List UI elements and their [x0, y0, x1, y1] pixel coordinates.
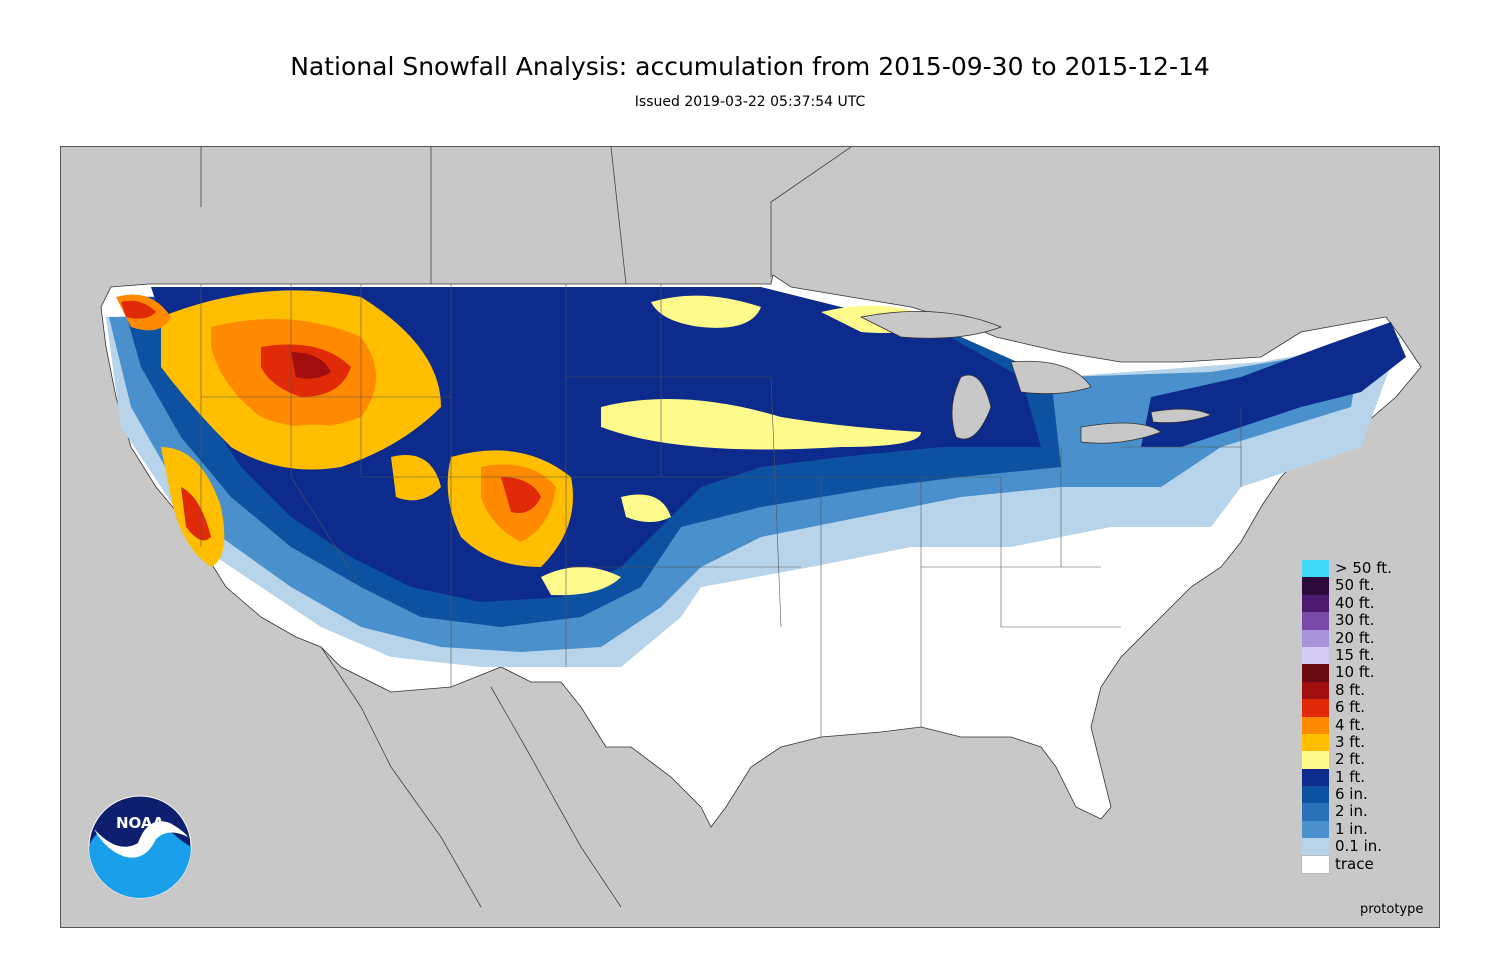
canada-border-lines	[200, 147, 852, 285]
legend-label: 2 in.	[1335, 802, 1368, 821]
legend-swatch	[1302, 751, 1329, 769]
legend-item: 4 ft.	[1302, 715, 1432, 734]
legend-item: 40 ft.	[1302, 593, 1432, 613]
legend-label: 6 ft.	[1335, 698, 1365, 717]
great-lakes	[859, 310, 1213, 444]
legend-label: 3 ft.	[1335, 732, 1365, 751]
legend-label: 8 ft.	[1335, 680, 1365, 699]
legend-swatch	[1302, 699, 1329, 717]
legend-item: 8 ft.	[1302, 680, 1432, 700]
mexico-border-lines	[320, 646, 622, 908]
legend-label: 4 ft.	[1335, 715, 1365, 734]
legend-item: 3 ft.	[1302, 732, 1432, 752]
legend-swatch	[1302, 838, 1329, 856]
legend-item: 2 in.	[1302, 802, 1432, 821]
legend-swatch	[1302, 820, 1329, 839]
legend-item: 6 ft.	[1302, 698, 1432, 717]
legend-item: 50 ft.	[1302, 576, 1432, 595]
legend-item: > 50 ft.	[1302, 559, 1432, 578]
legend-swatch	[1302, 629, 1329, 647]
legend-label: 2 ft.	[1335, 750, 1365, 769]
legend-swatch	[1302, 560, 1329, 578]
legend-item: 30 ft.	[1302, 611, 1432, 630]
snowfall-map[interactable]	[60, 146, 1440, 928]
legend-swatch	[1302, 612, 1329, 630]
legend-swatch	[1302, 646, 1329, 665]
legend-label: 30 ft.	[1335, 611, 1375, 630]
page-title: National Snowfall Analysis: accumulation…	[290, 52, 1210, 81]
legend-item: 20 ft.	[1302, 628, 1432, 647]
legend-label: 40 ft.	[1335, 593, 1375, 612]
legend-label: 50 ft.	[1335, 576, 1375, 595]
legend-swatch	[1302, 577, 1329, 595]
legend-swatch	[1302, 768, 1329, 787]
state-boundaries	[200, 284, 1242, 737]
legend-label: > 50 ft.	[1335, 559, 1392, 577]
legend-label: 6 in.	[1335, 785, 1368, 804]
legend-swatch	[1302, 594, 1329, 613]
legend-item: 2 ft.	[1302, 750, 1432, 769]
legend-item: 1 ft.	[1302, 767, 1432, 787]
legend-label: 15 ft.	[1335, 645, 1375, 664]
legend-item: 0.1 in.	[1302, 837, 1432, 856]
legend-label: trace	[1335, 854, 1374, 873]
legend-swatch	[1302, 664, 1329, 682]
map-svg	[100, 147, 1422, 908]
legend-item: 10 ft.	[1302, 663, 1432, 682]
legend-item: 1 in.	[1302, 819, 1432, 839]
legend-label: 10 ft.	[1335, 663, 1375, 682]
legend-swatch	[1302, 786, 1329, 804]
legend-label: 0.1 in.	[1335, 837, 1383, 856]
snowfall-legend: > 50 ft. 50 ft. 40 ft. 30 ft. 20 ft. 15 ft. 10…	[1301, 559, 1432, 875]
legend-label: 1 ft.	[1335, 767, 1365, 786]
legend-label: 20 ft.	[1335, 628, 1375, 647]
noaa-logo-text: NOAA	[116, 814, 165, 832]
snow-mountains-heavy	[116, 290, 573, 567]
legend-swatch	[1302, 716, 1329, 734]
noaa-logo-icon: NOAA	[88, 795, 192, 899]
legend-item: 6 in.	[1302, 785, 1432, 804]
prototype-label: prototype	[1360, 902, 1424, 917]
legend-swatch	[1302, 803, 1329, 821]
issued-timestamp: Issued 2019-03-22 05:37:54 UTC	[634, 94, 866, 110]
legend-swatch	[1301, 854, 1330, 875]
legend-swatch	[1302, 733, 1329, 752]
legend-item: trace	[1301, 854, 1432, 875]
legend-label: 1 in.	[1335, 819, 1368, 838]
legend-swatch	[1302, 681, 1329, 700]
legend-item: 15 ft.	[1302, 645, 1432, 665]
